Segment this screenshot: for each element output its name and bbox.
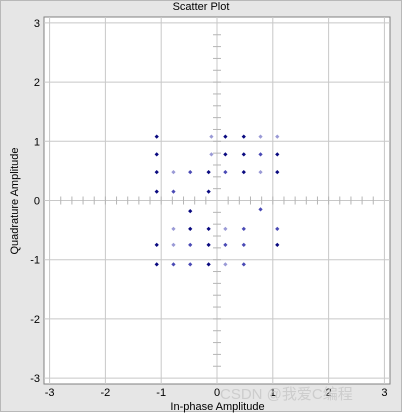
scatter-point: [275, 134, 280, 139]
scatter-point: [223, 134, 228, 139]
scatter-point: [206, 262, 211, 267]
scatter-point: [154, 134, 159, 139]
scatter-point: [275, 226, 280, 232]
scatter-point: [206, 169, 211, 175]
scatter-point: [258, 169, 263, 175]
scatter-point: [206, 226, 211, 232]
scatter-point: [241, 262, 246, 267]
scatter-point: [154, 152, 159, 157]
scatter-point: [223, 152, 228, 157]
scatter-point: [171, 226, 176, 232]
scatter-point: [241, 134, 246, 139]
scatter-point: [188, 209, 193, 214]
y-tick-label: -2: [30, 314, 40, 326]
x-tick-label: -3: [45, 387, 55, 399]
scatter-point: [275, 152, 280, 157]
scatter-point: [241, 169, 246, 175]
scatter-point: [188, 262, 193, 267]
x-tick-label: 0: [214, 387, 220, 399]
x-tick-label: 3: [381, 387, 387, 399]
scatter-point: [258, 207, 263, 212]
scatter-point: [241, 226, 246, 232]
scatter-point: [209, 134, 214, 139]
scatter-point: [206, 242, 211, 248]
scatter-point: [171, 242, 176, 248]
y-tick-label: 2: [34, 77, 40, 89]
scatter-point: [223, 242, 228, 248]
scatter-point: [258, 134, 263, 139]
scatter-point: [206, 189, 211, 194]
scatter-point: [188, 169, 193, 175]
y-axis-label: Quadrature Amplitude: [9, 147, 21, 255]
x-tick-label: 1: [270, 387, 276, 399]
scatter-point: [154, 189, 159, 194]
scatter-point: [258, 152, 263, 157]
scatter-point: [241, 242, 246, 248]
scatter-point: [223, 262, 228, 267]
scatter-point: [188, 226, 193, 232]
scatter-point: [209, 152, 214, 157]
scatter-point: [154, 169, 159, 175]
scatter-point: [188, 242, 193, 248]
scatter-point: [275, 242, 280, 248]
y-tick-label: 0: [34, 196, 40, 208]
watermark: CSDN @我爱C编程: [220, 386, 353, 403]
scatter-point: [171, 262, 176, 267]
x-tick-label: -1: [156, 387, 166, 399]
chart-title: Scatter Plot: [172, 1, 230, 13]
scatter-point: [223, 226, 228, 232]
y-tick-label: 1: [34, 136, 40, 148]
y-tick-label: 3: [34, 18, 40, 30]
scatter-point: [171, 169, 176, 175]
scatter-point: [171, 189, 176, 194]
scatter-point: [154, 262, 159, 267]
x-tick-label: -2: [100, 387, 110, 399]
scatter-point: [223, 169, 228, 175]
x-tick-label: 2: [326, 387, 332, 399]
y-tick-label: -3: [30, 373, 40, 385]
scatter-point: [275, 169, 280, 175]
y-tick-label: -1: [30, 255, 40, 267]
scatter-point: [154, 242, 159, 248]
x-axis-label: In-phase Amplitude: [170, 401, 265, 413]
scatter-point: [241, 152, 246, 157]
